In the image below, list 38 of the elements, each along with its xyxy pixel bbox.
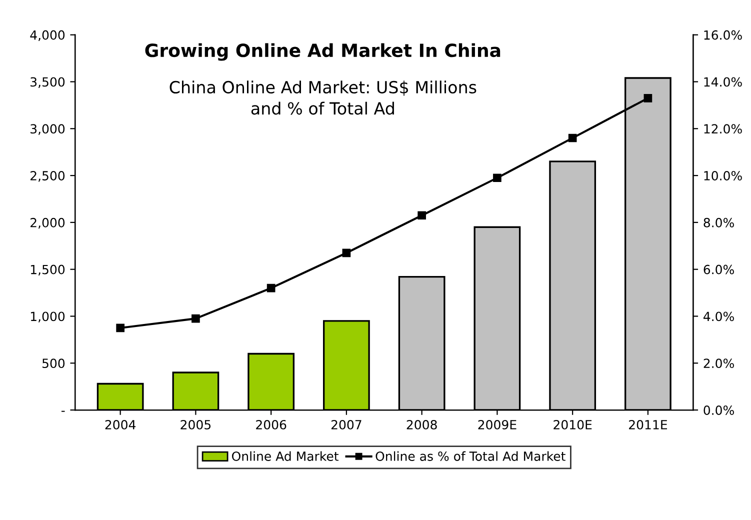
point [266, 284, 276, 292]
y2-tick-label: 14.0% [704, 77, 742, 87]
legend-label: Online as % of Total Ad Market [376, 451, 566, 461]
y2-tick-label: 8.0% [704, 218, 734, 228]
chart-title: Growing Online Ad Market In China [145, 43, 500, 61]
point [644, 94, 652, 102]
point [116, 324, 124, 332]
y-tick-label: - [61, 410, 65, 412]
y-tick-label: 3,000 [30, 124, 65, 135]
x-tick-label: 2008 [406, 420, 437, 430]
x-tick-label: 2005 [180, 420, 211, 430]
text: China Online Ad Market: US$ Millions and % of Total Ad [170, 80, 476, 115]
point [192, 314, 200, 323]
y-tick-label: 2,500 [30, 171, 65, 182]
point [493, 174, 502, 182]
point [568, 134, 577, 142]
y-tick-label: 500 [42, 358, 65, 368]
x-tick-label: 2011E [629, 420, 667, 430]
point [418, 211, 426, 220]
x-tick-label: 2007 [331, 420, 362, 430]
y-tick-label: 1,500 [30, 264, 65, 276]
x-tick-label: 2009E [478, 420, 516, 430]
y2-tick-label: 6.0% [704, 264, 734, 274]
y2-tick-label: 12.0% [704, 124, 742, 134]
y2-tick-label: 0.0% [704, 405, 734, 415]
y-tick-label: 3,500 [30, 77, 65, 88]
x-tick-label: 2004 [105, 420, 136, 430]
y2-tick-label: 2.0% [704, 358, 734, 368]
y2-tick-label: 4.0% [704, 312, 734, 322]
y2-tick-label: 16.0% [704, 30, 742, 40]
x-tick-label: 2010E [554, 420, 592, 430]
y2-tick-label: 10.0% [704, 171, 742, 180]
x-tick-label: 2006 [256, 420, 286, 430]
y-tick-label: 4,000 [30, 30, 65, 42]
point [342, 248, 351, 258]
legend-label: Online Ad Market [232, 451, 338, 461]
y-tick-label: 1,000 [30, 312, 65, 322]
y-tick-label: 2,000 [30, 218, 65, 229]
